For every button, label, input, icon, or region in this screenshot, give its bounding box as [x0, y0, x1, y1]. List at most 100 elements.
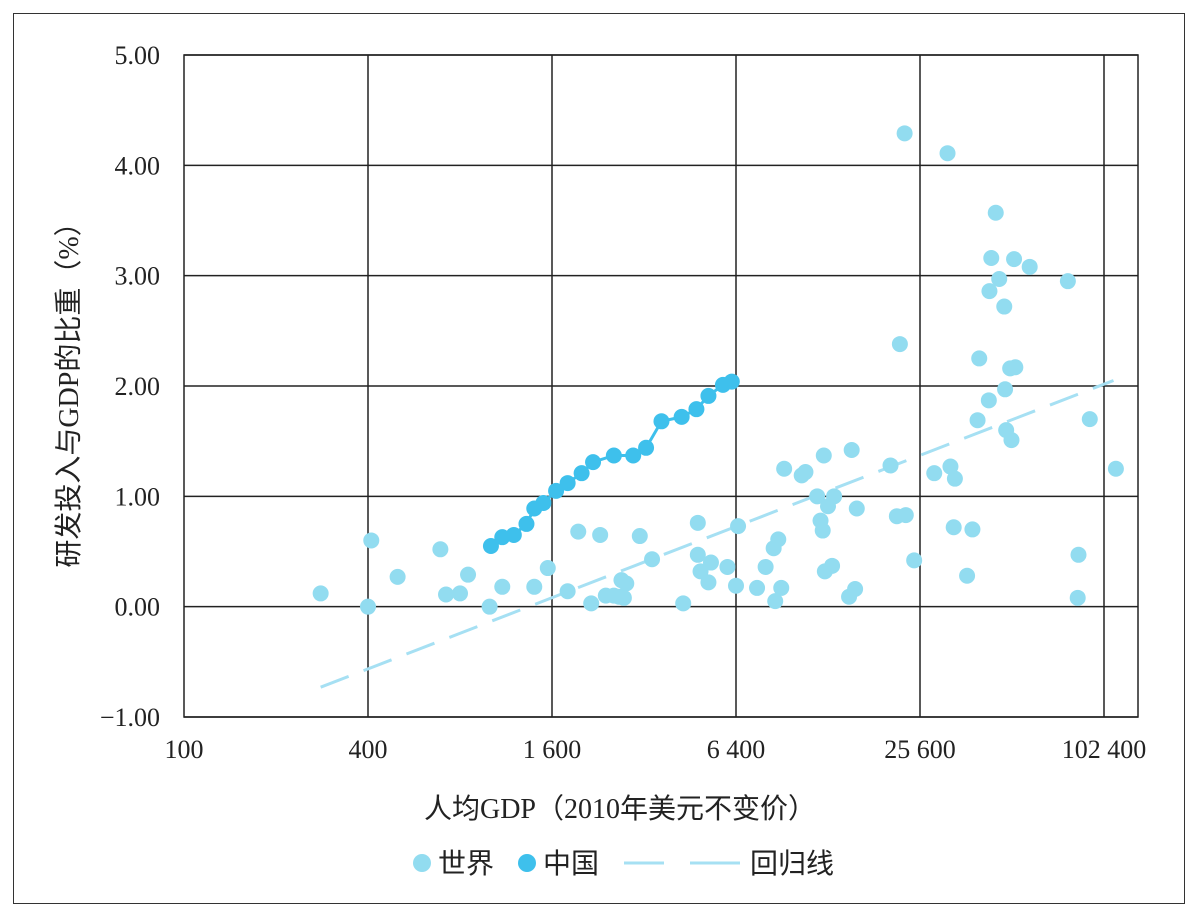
legend-label-regression: 回归线: [750, 848, 834, 880]
y-tick-label: 4.00: [115, 151, 161, 180]
world-point: [700, 574, 717, 591]
world-point: [559, 583, 576, 600]
world-point: [460, 566, 477, 583]
china-point: [723, 373, 740, 390]
world-point: [1003, 432, 1020, 449]
world-point: [945, 519, 962, 536]
world-point: [1069, 589, 1086, 606]
china-point: [548, 482, 565, 499]
world-point: [719, 558, 736, 575]
world-point: [481, 598, 498, 615]
world-point: [1059, 273, 1076, 290]
x-axis-title: 人均GDP（2010年美元不变价）: [424, 793, 816, 825]
world-point: [809, 488, 826, 505]
world-point: [773, 579, 790, 596]
world-point: [767, 593, 784, 610]
world-point: [360, 598, 376, 615]
china-point: [700, 387, 717, 404]
china-point: [605, 447, 622, 464]
world-point: [824, 557, 841, 574]
world-point: [797, 464, 814, 481]
world-point: [896, 125, 913, 142]
china-point: [518, 515, 535, 532]
world-point: [971, 350, 988, 367]
world-point: [452, 585, 468, 602]
world-point: [997, 381, 1014, 398]
x-tick-label: 400: [349, 735, 388, 764]
world-point: [814, 522, 831, 539]
world-point: [906, 552, 923, 569]
regression-line: [320, 379, 1115, 689]
china-point: [638, 439, 655, 456]
world-point: [897, 507, 914, 524]
world-point: [312, 585, 329, 602]
y-tick-label: 1.00: [115, 482, 161, 511]
world-point: [969, 412, 986, 429]
y-tick-label: 3.00: [115, 262, 161, 291]
world-point: [539, 560, 556, 577]
world-point: [438, 586, 455, 603]
world-point: [432, 541, 449, 558]
series-layer: [312, 125, 1124, 689]
world-point: [959, 567, 976, 584]
china-point: [585, 454, 602, 471]
world-point: [1081, 411, 1098, 428]
world-point: [689, 514, 706, 531]
x-tick-label: 102 400: [1062, 735, 1147, 764]
world-point: [843, 441, 860, 458]
world-point: [494, 578, 511, 595]
china-point: [653, 413, 670, 430]
grid-layer: [183, 54, 1139, 718]
world-point: [749, 579, 766, 596]
world-point: [631, 528, 648, 545]
world-point: [728, 577, 744, 594]
world-point: [1107, 460, 1124, 477]
legend-label-china: 中国: [543, 848, 599, 880]
china-point: [482, 537, 499, 554]
world-point: [826, 488, 843, 505]
world-point: [848, 500, 865, 517]
world-point: [770, 531, 787, 548]
world-point: [615, 589, 632, 606]
world-point: [946, 470, 963, 487]
world-point: [675, 595, 692, 612]
y-tick-label: 0.00: [115, 593, 161, 622]
x-tick-label: 25 600: [884, 735, 956, 764]
world-point: [882, 457, 899, 474]
y-tick-label: 5.00: [115, 41, 161, 70]
world-point: [981, 283, 998, 300]
china-point: [535, 494, 552, 511]
world-point: [363, 532, 380, 549]
world-point: [987, 204, 1004, 221]
world-point: [926, 465, 943, 482]
world-point: [1070, 546, 1087, 563]
world-point: [618, 575, 635, 592]
world-point: [964, 521, 981, 538]
china-point: [559, 475, 576, 492]
y-tick-label: −1.00: [100, 703, 160, 732]
world-point: [980, 392, 997, 409]
china-point: [625, 447, 642, 464]
world-point: [757, 558, 774, 575]
china-point: [573, 465, 590, 482]
world-point: [847, 581, 864, 598]
world-point: [526, 578, 543, 595]
world-point: [983, 250, 1000, 267]
world-point: [1021, 258, 1038, 275]
world-point: [939, 145, 956, 162]
x-tick-label: 100: [165, 735, 204, 764]
legend-label-world: 世界: [438, 848, 494, 880]
world-point: [942, 458, 959, 475]
legend-marker-world: [413, 854, 431, 872]
world-point: [592, 526, 609, 543]
world-point: [891, 336, 908, 353]
axis-layer: −1.00 0.00 1.00 2.00 3.00 4.00 5.00 100 400 1 600…: [100, 41, 1146, 764]
world-point: [991, 270, 1008, 287]
world-point: [389, 568, 406, 585]
world-point: [689, 546, 706, 563]
y-axis-title: 研发投入与GDP的比重（%）: [53, 208, 85, 567]
world-point: [1006, 251, 1023, 268]
legend: 世界 中国 回归线: [413, 848, 834, 880]
china-point: [688, 401, 705, 418]
